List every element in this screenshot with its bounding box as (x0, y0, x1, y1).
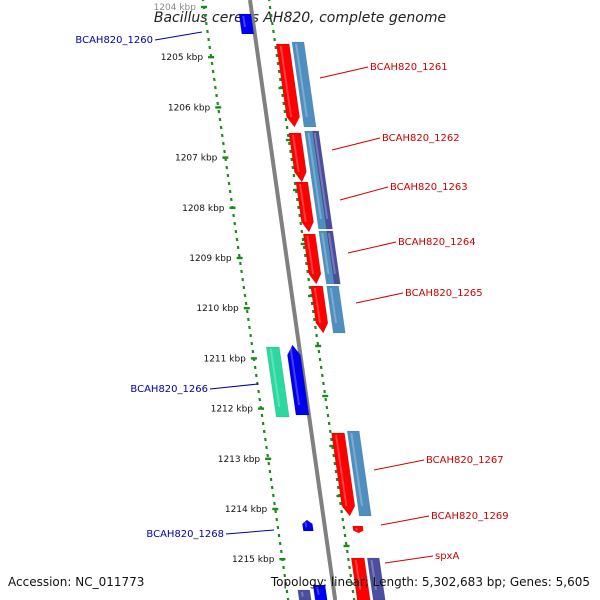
right-dotted-track (267, 0, 356, 600)
gene-arrow-1268 (302, 519, 314, 532)
gene-arrow-1266 (287, 344, 310, 416)
leader-line (331, 137, 381, 151)
scale-tick-label: 1204 kbp (154, 3, 197, 13)
rna-bar-1266 (265, 346, 290, 418)
gene-label-right[interactable]: spxA (435, 551, 459, 562)
scale-tick-label: 1211 kbp (203, 354, 246, 364)
gene-label-right[interactable]: BCAH820_1263 (390, 182, 468, 193)
scale-tick-label: 1213 kbp (218, 455, 261, 465)
gene-arrow-1261 (275, 43, 300, 128)
gene-label-left[interactable]: BCAH820_1266 (130, 384, 208, 395)
gene-label-right[interactable]: BCAH820_1265 (405, 288, 483, 299)
cds-bar-bottom (297, 589, 312, 600)
leader-line (225, 529, 275, 535)
cds-bar-spxA (366, 557, 386, 600)
leader-line (373, 459, 425, 471)
genome-summary: Topology: linear; Length: 5,302,683 bp; … (270, 575, 590, 589)
gene-arrow-1267 (331, 432, 356, 517)
gene-arrow-1262 (288, 132, 307, 183)
leader-line (384, 555, 434, 564)
leader-line (355, 292, 404, 304)
gene-arrow-spxA (350, 557, 371, 600)
gene-label-right[interactable]: BCAH820_1261 (370, 62, 448, 73)
left-dotted-track (201, 0, 290, 600)
leader-line (347, 241, 397, 254)
scale-tick-label: 1215 kbp (232, 555, 275, 565)
scale-tick-label: 1214 kbp (225, 505, 268, 515)
gene-label-left[interactable]: BCAH820_1260 (75, 35, 153, 46)
leader-line (154, 31, 203, 41)
cds-bar-1267 (346, 430, 372, 517)
gene-label-right[interactable]: BCAH820_1262 (382, 133, 460, 144)
gene-arrow-1263 (295, 181, 314, 233)
gene-arrow-bottom (312, 584, 328, 600)
accession-label: Accession: NC_011773 (8, 575, 145, 589)
scale-tick-label: 1210 kbp (196, 304, 239, 314)
scale-tick-label: 1205 kbp (161, 53, 204, 63)
gene-label-right[interactable]: BCAH820_1267 (426, 455, 504, 466)
gene-arrow-1264 (302, 233, 322, 285)
gene-label-right[interactable]: BCAH820_1269 (431, 511, 509, 522)
leader-line (319, 66, 369, 79)
gene-label-right[interactable]: BCAH820_1264 (398, 237, 476, 248)
leader-line (209, 383, 259, 390)
cds-bar-1265 (326, 285, 346, 334)
gene-arrow-1260 (238, 13, 255, 35)
scale-tick-label: 1206 kbp (168, 103, 211, 113)
cds-violet-1264 (326, 230, 341, 285)
gene-arrow-1265 (310, 285, 329, 334)
leader-line (380, 515, 430, 526)
gene-label-left[interactable]: BCAH820_1268 (146, 529, 224, 540)
gene-arrow-1269 (352, 525, 364, 534)
leader-line (339, 186, 389, 201)
genome-backbone (248, 0, 338, 600)
scale-tick-label: 1212 kbp (211, 405, 254, 415)
scale-tick-label: 1208 kbp (182, 204, 225, 214)
cds-violet-1262 (312, 130, 333, 230)
scale-tick-label: 1209 kbp (189, 254, 232, 264)
map-title: Bacillus cereus AH820, complete genome (153, 10, 447, 26)
cds-bar-1261 (291, 41, 317, 128)
scale-tick-label: 1207 kbp (175, 154, 218, 164)
